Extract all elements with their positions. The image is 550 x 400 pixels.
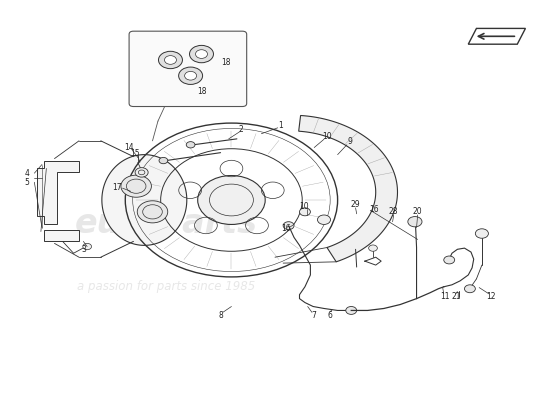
Text: 9: 9 <box>348 137 353 146</box>
Text: 16: 16 <box>369 204 379 214</box>
Text: 1: 1 <box>278 120 283 130</box>
Circle shape <box>185 72 196 80</box>
Circle shape <box>83 243 91 250</box>
Text: 2: 2 <box>239 124 244 134</box>
Circle shape <box>159 157 168 164</box>
Polygon shape <box>299 116 398 262</box>
Text: 10: 10 <box>299 202 309 211</box>
Text: 17: 17 <box>112 183 122 192</box>
Circle shape <box>164 56 177 64</box>
Circle shape <box>444 256 455 264</box>
Circle shape <box>186 142 195 148</box>
Text: 3: 3 <box>81 245 86 254</box>
Text: 10: 10 <box>322 132 332 140</box>
Text: 18: 18 <box>221 58 231 67</box>
Text: euroParts: euroParts <box>75 207 257 240</box>
Text: 14: 14 <box>124 143 134 152</box>
Text: 8: 8 <box>218 311 223 320</box>
Circle shape <box>346 306 356 314</box>
Text: a passion for parts since 1985: a passion for parts since 1985 <box>77 280 255 293</box>
Text: 28: 28 <box>389 206 398 216</box>
Text: 16: 16 <box>281 224 291 233</box>
Text: 20: 20 <box>413 206 422 216</box>
Circle shape <box>317 215 331 224</box>
Text: 15: 15 <box>130 149 139 158</box>
Circle shape <box>475 229 488 238</box>
Circle shape <box>408 216 422 227</box>
Polygon shape <box>43 230 79 242</box>
Text: 6: 6 <box>327 311 332 320</box>
Text: 7: 7 <box>312 311 317 320</box>
Circle shape <box>121 175 151 197</box>
Polygon shape <box>102 155 187 245</box>
Circle shape <box>190 45 213 63</box>
Circle shape <box>283 222 294 230</box>
Text: 4: 4 <box>25 169 30 178</box>
Circle shape <box>197 176 265 224</box>
FancyBboxPatch shape <box>129 31 247 106</box>
Text: 12: 12 <box>486 292 496 301</box>
Text: 11: 11 <box>440 292 449 301</box>
Text: 21: 21 <box>451 292 460 301</box>
Text: 29: 29 <box>351 200 360 209</box>
Polygon shape <box>36 160 79 224</box>
Polygon shape <box>468 28 525 44</box>
Circle shape <box>138 201 168 223</box>
Text: 18: 18 <box>197 87 206 96</box>
Circle shape <box>179 67 202 84</box>
Circle shape <box>464 285 475 293</box>
Circle shape <box>195 50 207 58</box>
Circle shape <box>368 245 377 251</box>
Circle shape <box>135 168 148 177</box>
Circle shape <box>158 51 183 69</box>
Text: 5: 5 <box>25 178 30 187</box>
Circle shape <box>300 208 310 216</box>
